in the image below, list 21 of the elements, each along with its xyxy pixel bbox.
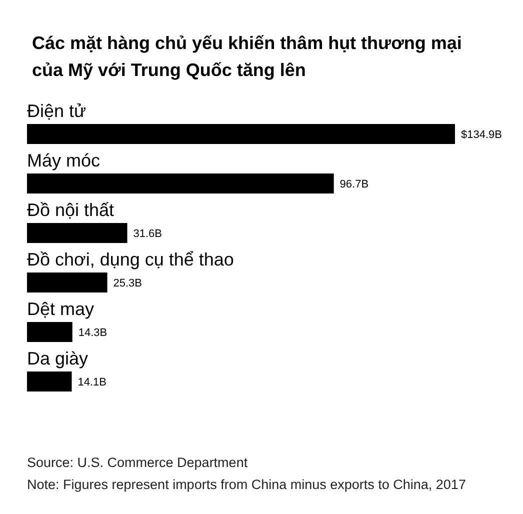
text: Note: Figures represent imports from China minus exports to China, 2017: [27, 477, 466, 492]
bar: [27, 322, 72, 342]
y-tick-label: Đồ nội thất: [27, 200, 114, 220]
bar: [27, 372, 72, 392]
y-tick-label: Dệt may: [27, 299, 94, 319]
bar: [27, 223, 128, 243]
source-note: Source: U.S. Commerce Department: [27, 455, 248, 470]
data-label: $134.9B: [461, 129, 502, 141]
y-tick-label: Da giày: [27, 348, 88, 368]
data-label: 96.7B: [340, 178, 369, 190]
bar: [27, 272, 108, 292]
y-tick-label: Máy móc: [27, 150, 100, 170]
data-label: 31.6B: [133, 228, 162, 240]
y-tick-label: Điện tử: [27, 101, 86, 121]
data-label: 14.1B: [78, 376, 106, 388]
chart-title: Các mặt hàng chủ yếu khiến thâm hụt thương mại của Mỹ với Trung Quốc tăng lên: [32, 33, 462, 80]
bar: [27, 174, 334, 194]
bar: [27, 124, 455, 144]
data-label: 14.3B: [78, 327, 108, 339]
y-tick-label: Đồ chơi, dụng cụ thể thao: [27, 250, 234, 270]
data-label: 25.3B: [113, 278, 142, 290]
